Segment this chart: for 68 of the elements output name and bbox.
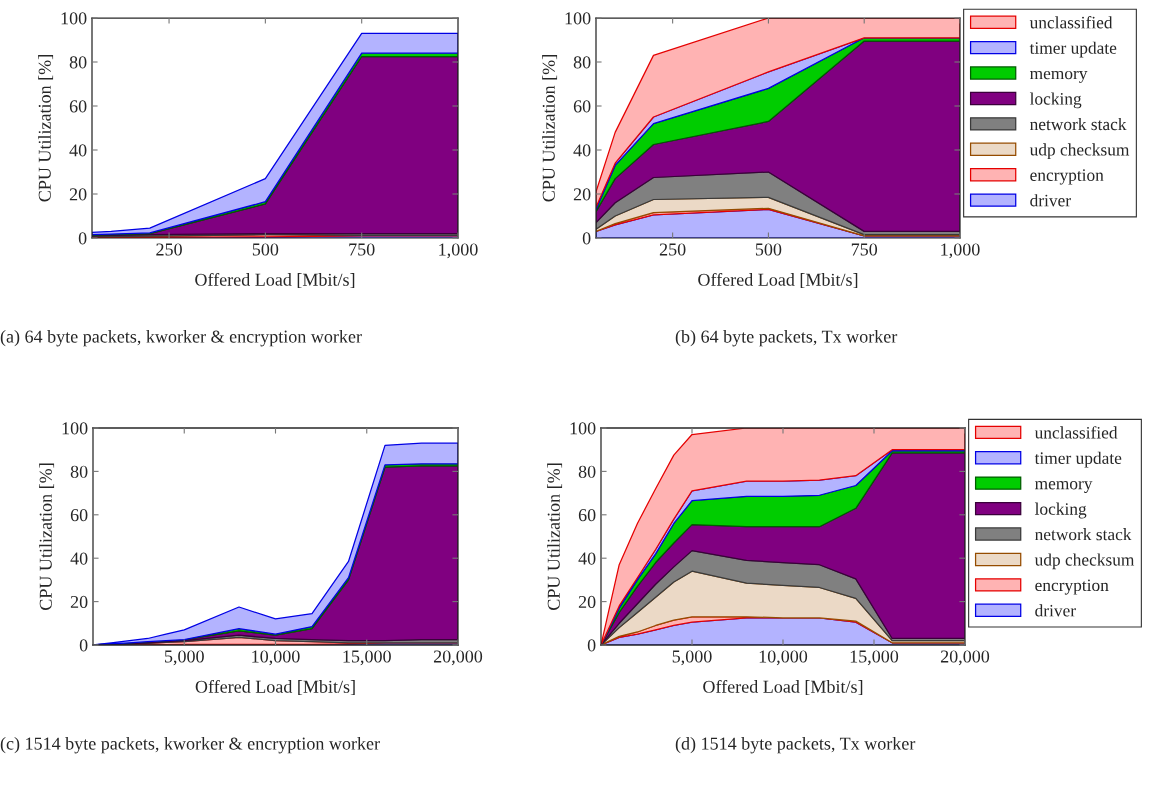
legend-label: network stack [1030, 117, 1127, 131]
y-axis-title: CPU Utilization [%] [39, 463, 55, 610]
y-tick-label: 100 [61, 12, 87, 25]
x-tick-label: 20,000 [433, 650, 483, 666]
x-tick-label: 750 [349, 243, 375, 256]
x-tick-label: 10,000 [759, 650, 808, 666]
y-tick-label: 40 [69, 144, 87, 157]
x-tick-label: 250 [156, 243, 182, 256]
text: (d) 1514 byte packets, Tx worker [675, 737, 916, 754]
y-axis-title: CPU Utilization [%] [38, 55, 54, 202]
y-tick-label: 100 [62, 422, 88, 435]
x-axis-title: Offered Load [Mbit/s] [703, 679, 863, 696]
legend-label: encryption [1035, 579, 1109, 595]
text: (b) 64 byte packets, Tx worker [675, 330, 898, 347]
legend-label: driver [1035, 604, 1076, 617]
legend-label: network stack [1035, 528, 1132, 541]
x-axis-title: Offered Load [Mbit/s] [698, 272, 858, 289]
y-axis-title: CPU Utilization [%] [542, 55, 558, 202]
y-tick-label: 0 [582, 232, 591, 245]
x-tick-label: 15,000 [343, 650, 391, 666]
y-tick-label: 0 [78, 232, 87, 245]
y-tick-label: 40 [578, 552, 596, 565]
legend-label: unclassified [1034, 426, 1118, 439]
legend-label: timer update [1034, 451, 1122, 468]
legend-label: udp checksum [1034, 553, 1135, 570]
legend-label: memory [1034, 481, 1093, 493]
y-tick-label: 60 [578, 509, 596, 522]
y-tick-label: 20 [573, 188, 591, 201]
y-tick-label: 40 [573, 144, 591, 157]
y-axis-title: CPU Utilization [%] [547, 463, 563, 610]
legend-label: unclassified [1029, 16, 1113, 29]
legend-label: timer update [1029, 41, 1117, 58]
legend-label: locking [1034, 502, 1087, 519]
x-tick-label: 250 [659, 243, 686, 256]
y-tick-label: 20 [578, 595, 596, 609]
legend-label: locking [1029, 92, 1082, 109]
x-tick-label: 1,000 [941, 243, 980, 259]
y-tick-label: 80 [69, 56, 87, 69]
legend-label: encryption [1030, 169, 1104, 185]
y-tick-label: 80 [578, 465, 596, 478]
x-tick-label: 5,000 [672, 650, 712, 666]
x-tick-label: 15,000 [850, 650, 899, 666]
y-tick-label: 100 [570, 422, 596, 435]
x-tick-label: 500 [252, 243, 279, 256]
y-tick-label: 80 [573, 56, 591, 69]
text: (a) 64 byte packets, kworker & encryption worker [0, 330, 362, 347]
x-axis-title: Offered Load [Mbit/s] [195, 272, 355, 289]
x-tick-label: 1,000 [439, 243, 478, 259]
x-axis-title: Offered Load [Mbit/s] [195, 679, 355, 696]
x-tick-label: 500 [755, 243, 782, 256]
y-tick-label: 100 [565, 12, 591, 25]
legend-label: memory [1029, 70, 1088, 83]
y-tick-label: 80 [70, 465, 88, 478]
y-tick-label: 0 [79, 639, 88, 652]
x-tick-label: 20,000 [940, 650, 990, 666]
y-tick-label: 60 [70, 509, 88, 522]
y-tick-label: 40 [70, 552, 88, 565]
legend-label: driver [1030, 194, 1071, 207]
y-tick-label: 20 [70, 595, 88, 609]
y-tick-label: 0 [587, 639, 596, 652]
legend-label: udp checksum [1029, 143, 1130, 160]
y-tick-label: 60 [69, 100, 87, 113]
y-tick-label: 60 [573, 100, 591, 113]
x-tick-label: 10,000 [252, 650, 300, 666]
x-tick-label: 5,000 [164, 650, 204, 666]
x-tick-label: 750 [851, 243, 878, 256]
text: (c) 1514 byte packets, kworker & encryption worker [0, 737, 380, 754]
y-tick-label: 20 [69, 188, 87, 201]
